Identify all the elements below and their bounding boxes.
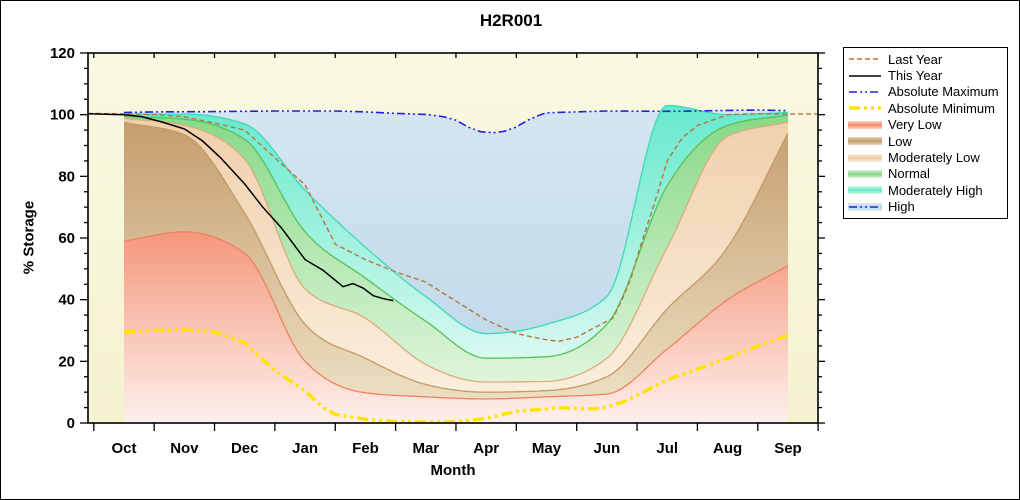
y-tick-label: 0 <box>67 415 75 432</box>
legend-label: Last Year <box>888 51 943 67</box>
band-very-low <box>124 231 788 423</box>
y-tick-label: 100 <box>50 107 75 124</box>
x-tick-label-aug: Aug <box>713 440 742 457</box>
y-tick-label: 80 <box>58 168 75 185</box>
band-normal <box>124 115 788 382</box>
legend-item-last-year: Last Year <box>848 51 1003 67</box>
legend-item-moderately-low: Moderately Low <box>848 150 1003 166</box>
legend-item-very-low: Very Low <box>848 117 1003 133</box>
band-low <box>124 122 788 400</box>
legend-swatch-icon <box>848 102 882 114</box>
chart-title: H2R001 <box>479 11 543 30</box>
y-tick-label: 120 <box>50 45 75 62</box>
x-tick-label-jul: Jul <box>656 440 678 457</box>
x-axis-title: Month <box>430 462 476 479</box>
x-tick-label-mar: Mar <box>412 440 439 457</box>
y-tick-label: 60 <box>58 230 75 247</box>
line-absolute-maximum <box>123 109 789 134</box>
legend-item-low: Low <box>848 133 1003 149</box>
legend-swatch-icon <box>848 201 882 213</box>
legend-swatch-icon <box>848 168 882 180</box>
legend-swatch-icon <box>848 152 882 164</box>
legend-swatch-icon <box>848 184 882 196</box>
legend-label: Very Low <box>888 117 942 133</box>
legend-item-this-year: This Year <box>848 68 1003 84</box>
legend-item-absolute-maximum: Absolute Maximum <box>848 84 1003 100</box>
line-absolute-minimum <box>123 328 789 424</box>
legend-label: Moderately Low <box>888 150 980 166</box>
x-tick-label-sep: Sep <box>774 440 802 457</box>
legend-label: This Year <box>888 68 943 84</box>
legend-label: Low <box>888 133 912 149</box>
band-moderately-high <box>124 105 788 359</box>
legend-swatch-icon <box>848 119 882 131</box>
legend-label: High <box>888 199 915 215</box>
legend-label: Absolute Maximum <box>888 84 999 100</box>
legend-label: Absolute Minimum <box>888 100 995 116</box>
x-tick-label-jan: Jan <box>292 440 318 457</box>
band-boundary-1 <box>123 121 789 393</box>
line-last-year <box>87 112 819 343</box>
band-boundary-3 <box>123 114 789 359</box>
legend-swatch-icon <box>848 53 882 65</box>
legend: Last Year This Year Absolute Maximum Absolu… <box>843 47 1008 219</box>
legend-item-absolute-minimum: Absolute Minimum <box>848 100 1003 116</box>
legend-swatch-icon <box>848 86 882 98</box>
band-high <box>124 105 788 334</box>
x-tick-label-oct: Oct <box>111 440 136 457</box>
x-tick-label-jun: Jun <box>594 440 621 457</box>
y-tick-label: 20 <box>58 353 75 370</box>
legend-label: Normal <box>888 166 930 182</box>
band-moderately-low <box>124 118 788 393</box>
x-tick-label-dec: Dec <box>231 440 259 457</box>
x-tick-label-may: May <box>532 440 562 457</box>
y-tick-label: 40 <box>58 292 75 309</box>
x-tick-label-feb: Feb <box>352 440 379 457</box>
line-this-year <box>87 112 394 302</box>
band-boundary-0 <box>123 231 789 400</box>
x-tick-label-apr: Apr <box>473 440 499 457</box>
band-boundary-2 <box>123 117 789 383</box>
x-tick-label-nov: Nov <box>170 440 199 457</box>
legend-label: Moderately High <box>888 182 983 198</box>
legend-item-high: High <box>848 199 1003 215</box>
legend-item-normal: Normal <box>848 166 1003 182</box>
legend-swatch-icon <box>848 135 882 147</box>
legend-swatch-icon <box>848 70 882 82</box>
band-boundary-4 <box>124 104 789 335</box>
legend-item-moderately-high: Moderately High <box>848 182 1003 198</box>
y-axis-title: % Storage <box>20 200 38 275</box>
